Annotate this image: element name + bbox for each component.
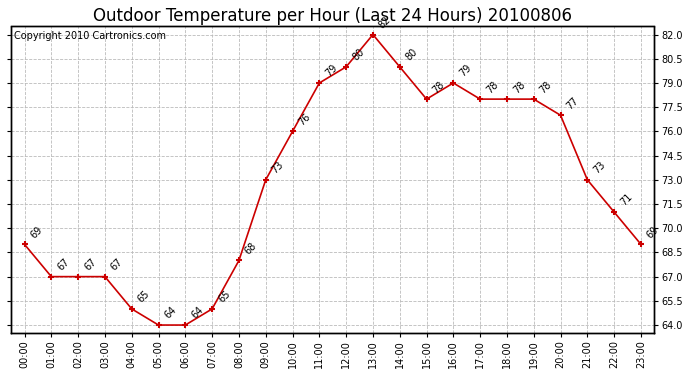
Text: 77: 77 (564, 95, 580, 111)
Text: 73: 73 (270, 160, 286, 176)
Text: 73: 73 (591, 160, 607, 176)
Text: 64: 64 (190, 305, 205, 321)
Text: 78: 78 (511, 79, 527, 95)
Text: Copyright 2010 Cartronics.com: Copyright 2010 Cartronics.com (14, 31, 166, 41)
Title: Outdoor Temperature per Hour (Last 24 Hours) 20100806: Outdoor Temperature per Hour (Last 24 Ho… (93, 7, 572, 25)
Text: 79: 79 (324, 63, 339, 79)
Text: 80: 80 (404, 47, 420, 63)
Text: 76: 76 (297, 111, 313, 127)
Text: 65: 65 (136, 289, 152, 305)
Text: 69: 69 (29, 225, 44, 240)
Text: 65: 65 (216, 289, 232, 305)
Text: 64: 64 (163, 305, 179, 321)
Text: 80: 80 (351, 47, 366, 63)
Text: 82: 82 (377, 15, 393, 30)
Text: 67: 67 (55, 256, 71, 273)
Text: 78: 78 (538, 79, 554, 95)
Text: 79: 79 (457, 63, 473, 79)
Text: 78: 78 (484, 79, 500, 95)
Text: 67: 67 (109, 256, 125, 273)
Text: 69: 69 (645, 225, 661, 240)
Text: 71: 71 (618, 192, 634, 208)
Text: 68: 68 (243, 241, 259, 256)
Text: 67: 67 (82, 256, 98, 273)
Text: 78: 78 (431, 79, 446, 95)
